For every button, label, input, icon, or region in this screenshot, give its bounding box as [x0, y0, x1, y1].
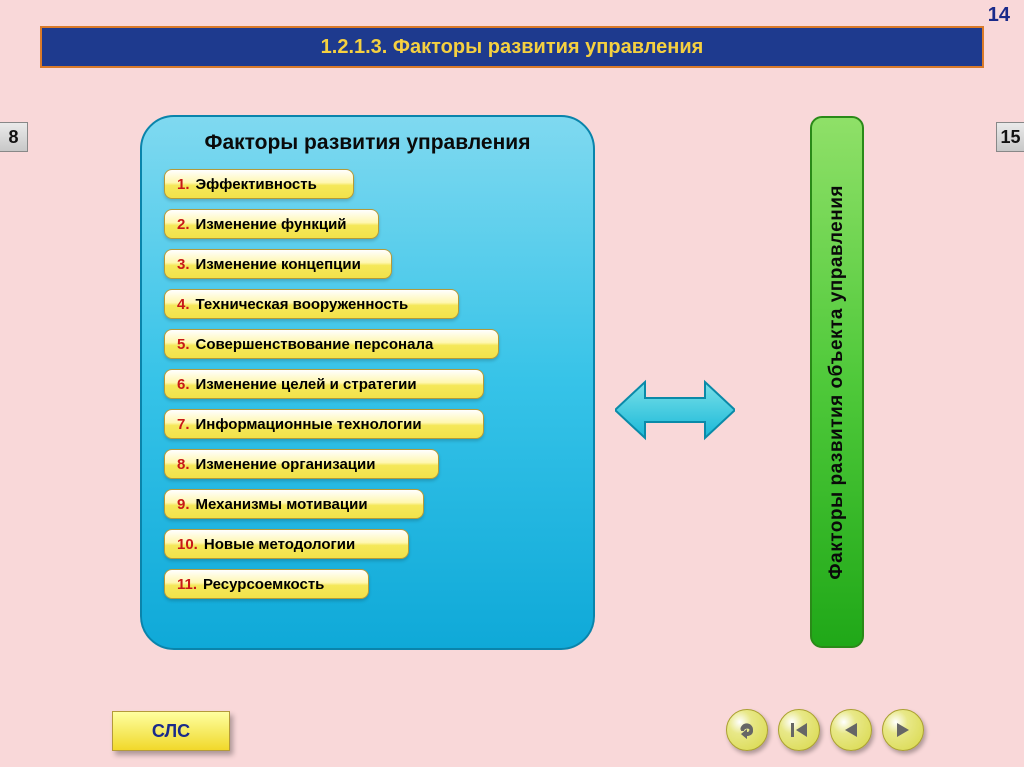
factor-number: 3.	[177, 256, 190, 273]
factor-number: 8.	[177, 456, 190, 473]
nav-first-button[interactable]	[778, 709, 820, 751]
page-number: 14	[988, 4, 1010, 27]
factor-number: 9.	[177, 496, 190, 513]
factor-text: Изменение организации	[196, 456, 376, 473]
factor-number: 7.	[177, 416, 190, 433]
factor-item: 8. Изменение организации	[164, 449, 439, 479]
bidirectional-arrow-icon	[615, 378, 735, 442]
factor-item: 4. Техническая вооруженность	[164, 289, 459, 319]
title-text: 1.2.1.3. Факторы развития управления	[321, 36, 704, 59]
nav-tab-next-page[interactable]: 15	[996, 122, 1024, 152]
factor-item: 9. Механизмы мотивации	[164, 489, 424, 519]
sls-label: СЛС	[152, 721, 190, 742]
return-icon	[735, 718, 759, 742]
title-bar: 1.2.1.3. Факторы развития управления	[40, 26, 984, 68]
factor-item: 7. Информационные технологии	[164, 409, 484, 439]
factor-number: 10.	[177, 536, 198, 553]
factor-number: 2.	[177, 216, 190, 233]
sls-button[interactable]: СЛС	[112, 711, 230, 751]
first-icon	[788, 719, 810, 741]
factor-text: Механизмы мотивации	[196, 496, 368, 513]
factor-item: 6. Изменение целей и стратегии	[164, 369, 484, 399]
next-icon	[892, 719, 914, 741]
factor-text: Новые методологии	[204, 536, 355, 553]
factor-number: 11.	[177, 576, 197, 593]
factor-text: Совершенствование персонала	[196, 336, 434, 353]
factor-text: Эффективность	[196, 176, 317, 193]
nav-next-button[interactable]	[882, 709, 924, 751]
factor-text: Информационные технологии	[196, 416, 422, 433]
factors-panel: Факторы развития управления 1. Эффективно…	[140, 115, 595, 650]
factor-number: 4.	[177, 296, 190, 313]
factor-item: 10. Новые методологии	[164, 529, 409, 559]
nav-tab-label: 8	[8, 127, 18, 148]
factor-number: 6.	[177, 376, 190, 393]
factor-item: 2. Изменение функций	[164, 209, 379, 239]
factor-text: Изменение функций	[196, 216, 347, 233]
nav-prev-button[interactable]	[830, 709, 872, 751]
object-factors-panel: Факторы развития объекта управления	[810, 116, 864, 648]
factor-text: Изменение целей и стратегии	[196, 376, 417, 393]
factor-item: 11. Ресурсоемкость	[164, 569, 369, 599]
nav-return-button[interactable]	[726, 709, 768, 751]
factor-number: 5.	[177, 336, 190, 353]
prev-icon	[840, 719, 862, 741]
footer-nav: СЛС	[0, 705, 1024, 751]
nav-button-group	[726, 709, 924, 751]
factor-item: 1. Эффективность	[164, 169, 354, 199]
nav-tab-prev-page[interactable]: 8	[0, 122, 28, 152]
factor-text: Техническая вооруженность	[196, 296, 409, 313]
factors-panel-title: Факторы развития управления	[164, 131, 571, 155]
factor-text: Изменение концепции	[196, 256, 361, 273]
factor-number: 1.	[177, 176, 190, 193]
factor-text: Ресурсоемкость	[203, 576, 324, 593]
factors-list: 1. Эффективность 2. Изменение функций 3. Изме…	[164, 169, 571, 599]
nav-tab-label: 15	[1000, 127, 1020, 148]
factor-item: 3. Изменение концепции	[164, 249, 392, 279]
factor-item: 5. Совершенствование персонала	[164, 329, 499, 359]
object-factors-text: Факторы развития объекта управления	[826, 185, 848, 580]
